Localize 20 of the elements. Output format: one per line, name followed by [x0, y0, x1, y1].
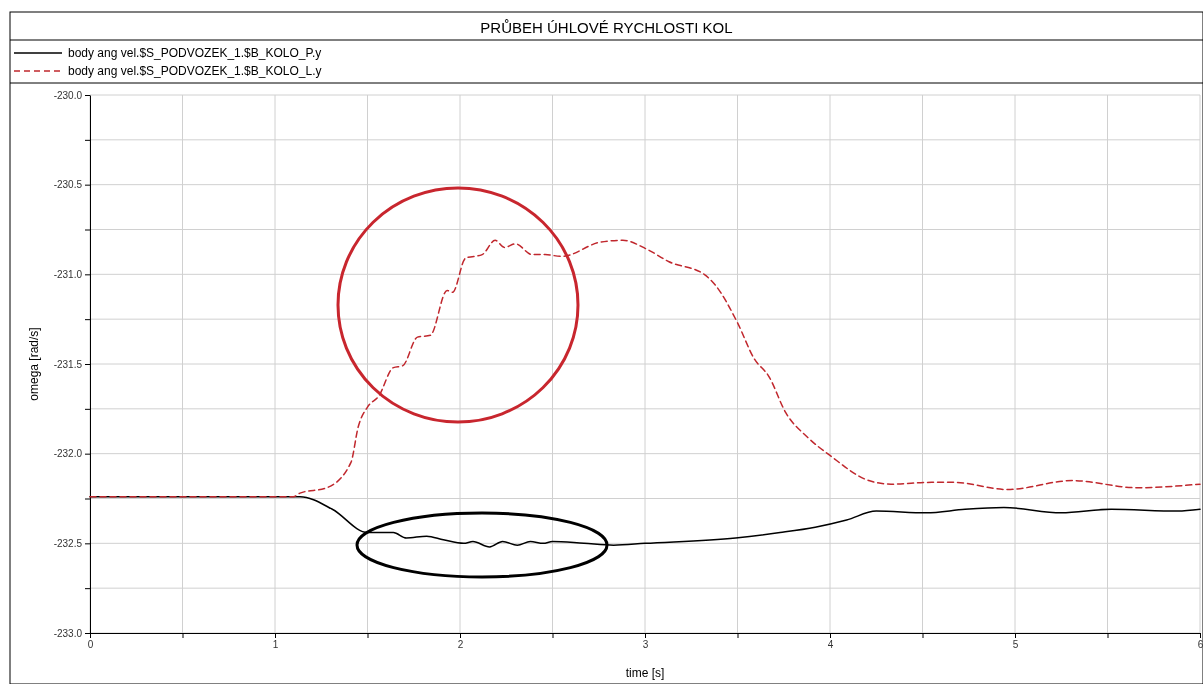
legend-label: body ang vel.$S_PODVOZEK_1.$B_KOLO_P.y [68, 46, 322, 60]
y-axis-title: omega [rad/s] [27, 327, 41, 401]
y-tick-label: -231.5 [53, 358, 83, 370]
y-tick-label: -232.0 [53, 448, 83, 460]
legend-label: body ang vel.$S_PODVOZEK_1.$B_KOLO_L.y [68, 64, 322, 78]
y-tick-label: -231.0 [53, 269, 83, 281]
x-axis-title: time [s] [625, 666, 665, 680]
line-series [89, 239, 1201, 498]
y-tick-label: -232.5 [53, 538, 83, 550]
x-tick-label: 3 [642, 639, 649, 651]
x-tick-label: 0 [87, 639, 94, 651]
y-tick-label: -230.5 [53, 179, 83, 191]
x-tick-label: 6 [1197, 639, 1203, 651]
y-tick-label: -230.0 [53, 89, 83, 101]
x-tick-label: 4 [827, 639, 834, 651]
x-tick-label: 5 [1012, 639, 1019, 651]
y-tick-label: -233.0 [53, 627, 83, 639]
x-tick-label: 1 [272, 639, 279, 651]
chart-title: PRŮBEH ÚHLOVÉ RYCHLOSTI KOL [480, 19, 733, 36]
x-tick-label: 2 [457, 639, 464, 651]
